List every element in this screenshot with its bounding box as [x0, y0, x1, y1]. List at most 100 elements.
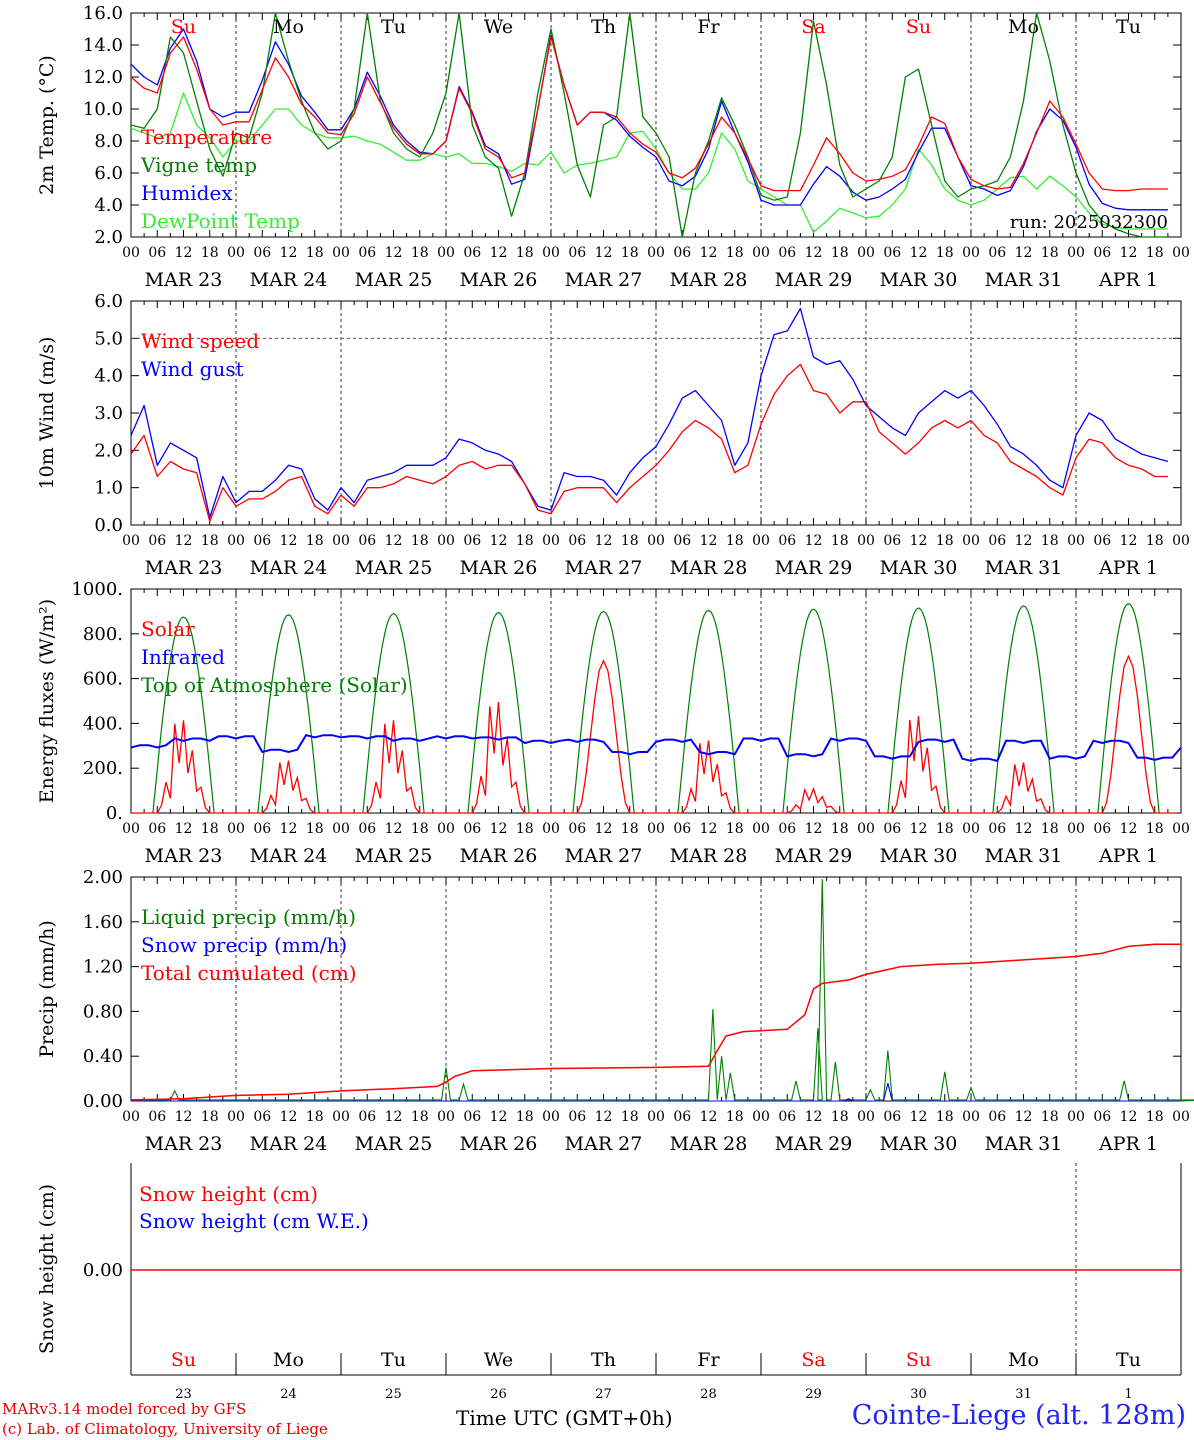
hour-tick-label: 12 [175, 821, 193, 837]
hour-tick-label: 00 [1067, 245, 1085, 261]
hour-tick-label: 12 [595, 1109, 613, 1125]
hour-tick-label: 06 [253, 821, 271, 837]
day-number-label: 24 [280, 1387, 297, 1402]
weekday-label: Su [171, 1349, 196, 1371]
y-tick-label: 5.0 [94, 328, 123, 349]
hour-tick-label: 06 [148, 1109, 166, 1125]
hour-tick-label: 00 [857, 1109, 875, 1125]
y-tick-label: 400. [83, 713, 123, 734]
hour-tick-label: 18 [1041, 821, 1059, 837]
hour-tick-label: 18 [936, 533, 954, 549]
date-label: MAR 24 [250, 1133, 328, 1155]
hour-tick-label: 06 [253, 533, 271, 549]
hour-tick-label: 06 [148, 533, 166, 549]
hour-tick-label: 12 [910, 1109, 928, 1125]
hour-tick-label: 18 [621, 533, 639, 549]
hour-tick-label: 12 [700, 1109, 718, 1125]
date-label: MAR 31 [985, 269, 1063, 291]
date-label: MAR 26 [460, 557, 538, 579]
hour-tick-label: 12 [805, 1109, 823, 1125]
hour-tick-label: 12 [1120, 245, 1138, 261]
plot-frame [130, 300, 1182, 526]
hour-tick-label: 12 [280, 533, 298, 549]
hour-tick-label: 00 [122, 1109, 140, 1125]
weekday-label: Mo [273, 16, 304, 38]
y-tick-label: 8.0 [94, 131, 123, 152]
hour-tick-label: 00 [437, 821, 455, 837]
hour-tick-label: 00 [332, 1109, 350, 1125]
hour-tick-label: 00 [1172, 245, 1190, 261]
series-line [130, 28, 1168, 211]
hour-tick-label: 18 [726, 245, 744, 261]
hour-tick-label: 18 [516, 1109, 534, 1125]
hour-tick-label: 06 [463, 1109, 481, 1125]
hour-tick-label: 18 [726, 1109, 744, 1125]
weekday-label: Tu [381, 16, 406, 38]
hour-tick-label: 00 [962, 1109, 980, 1125]
hour-tick-label: 18 [621, 245, 639, 261]
hour-tick-label: 12 [490, 245, 508, 261]
hour-tick-label: 18 [1146, 245, 1164, 261]
series-line [130, 36, 1168, 192]
hour-tick-label: 06 [253, 245, 271, 261]
date-label: MAR 28 [670, 269, 748, 291]
date-label: MAR 30 [880, 269, 958, 291]
hour-tick-label: 18 [411, 1109, 429, 1125]
hour-tick-label: 18 [1146, 533, 1164, 549]
hour-tick-label: 00 [962, 245, 980, 261]
hour-tick-label: 18 [201, 245, 219, 261]
hour-tick-label: 00 [647, 821, 665, 837]
y-axis-label: 10m Wind (m/s) [36, 337, 58, 490]
y-tick-label: 12.0 [83, 67, 123, 88]
toa-solar-line [1097, 602, 1160, 814]
date-label: MAR 26 [460, 845, 538, 867]
hour-tick-label: 06 [1093, 245, 1111, 261]
legend-entry: Top of Atmosphere (Solar) [141, 673, 408, 697]
date-label: MAR 27 [565, 269, 643, 291]
date-label: MAR 29 [775, 557, 853, 579]
hour-tick-label: 06 [778, 821, 796, 837]
hour-tick-label: 06 [463, 821, 481, 837]
hour-tick-label: 06 [673, 533, 691, 549]
y-tick-label: 1.0 [94, 478, 123, 499]
legend-entry: Liquid precip (mm/h) [141, 905, 356, 929]
hour-tick-label: 00 [227, 821, 245, 837]
solar-line [131, 654, 1177, 814]
hour-tick-label: 12 [700, 821, 718, 837]
y-axis-label: Snow height (cm) [36, 1184, 58, 1354]
weekday-label: We [484, 16, 513, 38]
hour-tick-label: 18 [726, 821, 744, 837]
weekday-label: Su [906, 1349, 931, 1371]
hour-tick-label: 00 [1172, 1109, 1190, 1125]
date-label: MAR 29 [775, 1133, 853, 1155]
hour-tick-label: 06 [673, 1109, 691, 1125]
y-tick-label: 1.20 [83, 957, 123, 978]
date-label: MAR 30 [880, 845, 958, 867]
hour-tick-label: 12 [1120, 1109, 1138, 1125]
hour-tick-label: 06 [673, 821, 691, 837]
hour-tick-label: 00 [1172, 533, 1190, 549]
hour-tick-label: 18 [201, 1109, 219, 1125]
date-label: MAR 28 [670, 845, 748, 867]
hour-tick-label: 12 [700, 533, 718, 549]
hour-tick-label: 12 [1015, 533, 1033, 549]
liquid-precip-line [130, 879, 1194, 1102]
y-tick-label: 16.0 [83, 3, 123, 24]
hour-tick-label: 06 [883, 245, 901, 261]
day-number-label: 30 [910, 1387, 927, 1402]
hour-tick-label: 18 [411, 245, 429, 261]
y-tick-label: 1.60 [83, 912, 123, 933]
date-label: APR 1 [1098, 845, 1158, 867]
hour-tick-label: 12 [595, 821, 613, 837]
date-label: MAR 29 [775, 845, 853, 867]
hour-tick-label: 00 [542, 821, 560, 837]
toa-solar-line [152, 616, 215, 814]
date-label: MAR 31 [985, 557, 1063, 579]
hour-tick-label: 18 [831, 821, 849, 837]
date-label: MAR 23 [145, 557, 223, 579]
hour-tick-label: 12 [175, 245, 193, 261]
date-label: MAR 23 [145, 1133, 223, 1155]
hour-tick-label: 18 [411, 533, 429, 549]
hour-tick-label: 00 [332, 821, 350, 837]
weekday-label: Tu [1116, 16, 1141, 38]
